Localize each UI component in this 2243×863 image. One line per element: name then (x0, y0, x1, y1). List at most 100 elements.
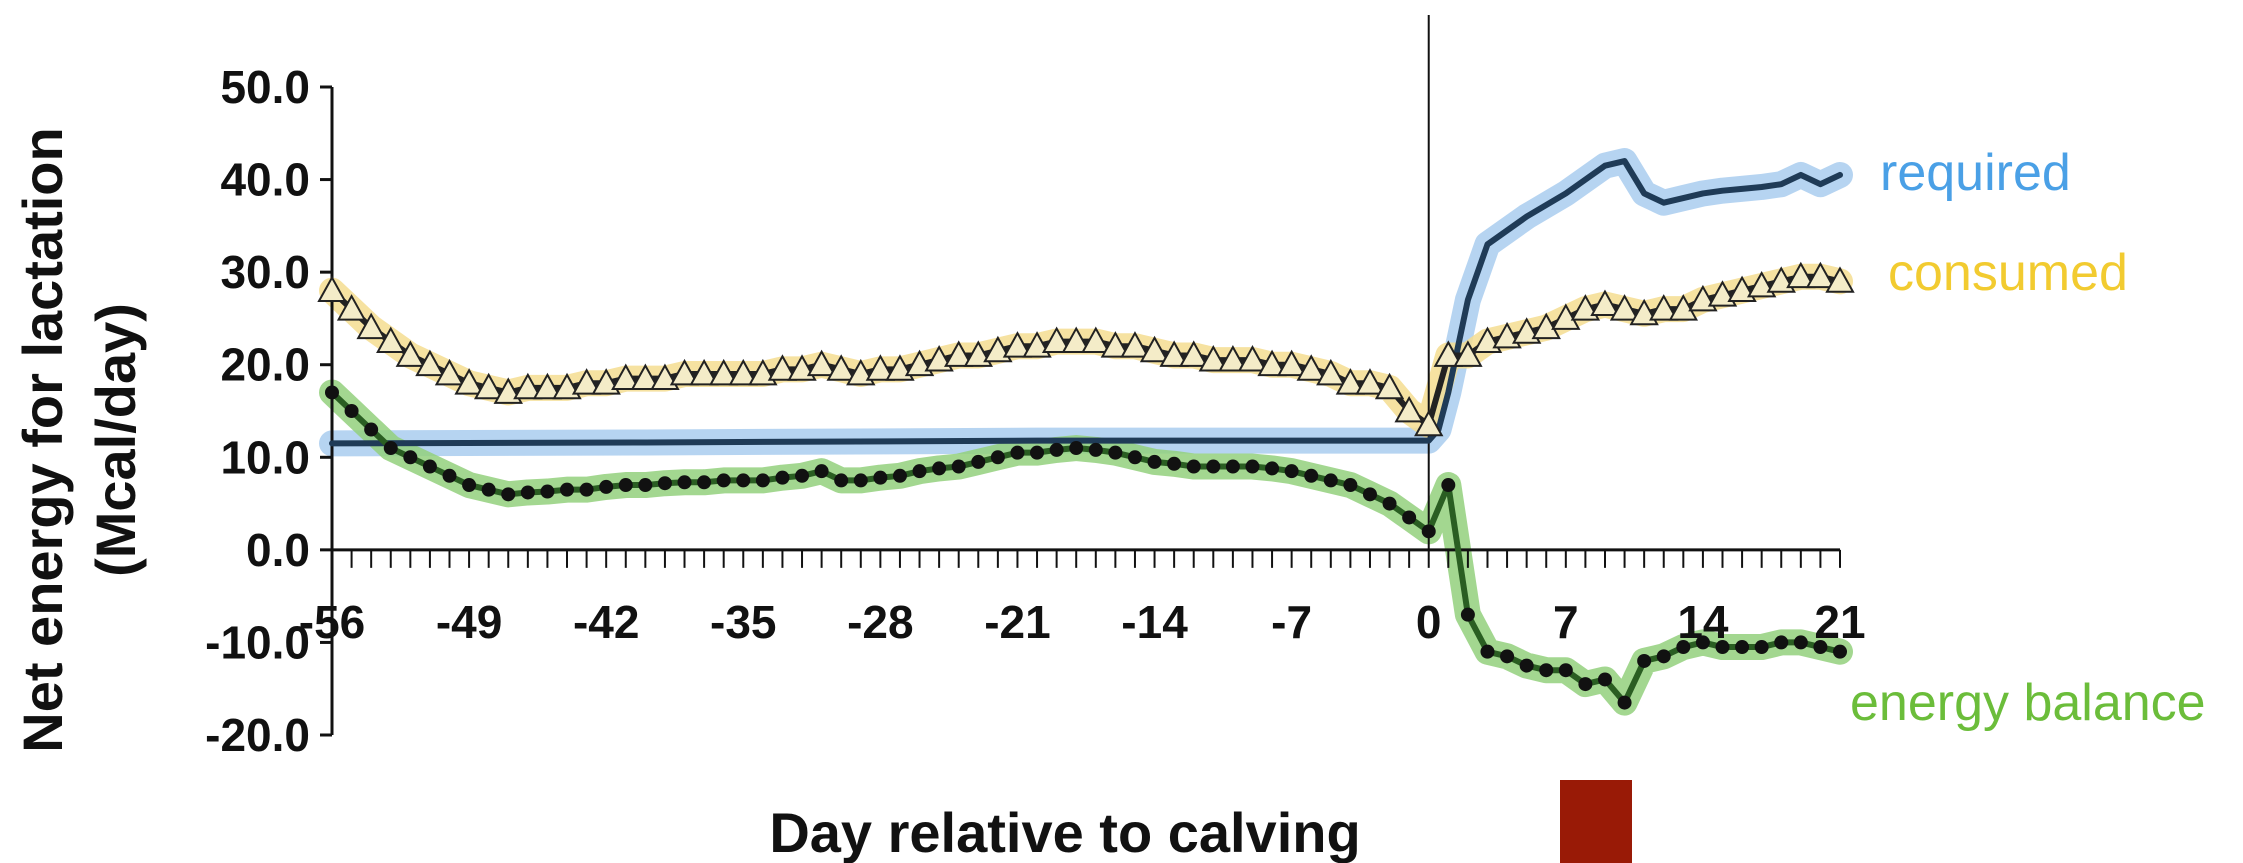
x-axis-title: Day relative to calving (769, 801, 1360, 863)
data-point (462, 478, 477, 493)
data-point (532, 372, 563, 400)
data-point (932, 461, 947, 476)
data-point (1590, 289, 1620, 316)
data-point (1695, 635, 1710, 650)
data-point (520, 485, 535, 500)
x-tick-label: 0 (1416, 596, 1442, 648)
data-point (1010, 445, 1025, 460)
data-point (618, 478, 633, 493)
data-point (1139, 335, 1170, 363)
confidence-bands (319, 148, 1853, 716)
data-point (1343, 478, 1358, 493)
y-tick-label: 40.0 (220, 154, 310, 206)
data-point (1402, 510, 1417, 525)
data-point (1159, 340, 1189, 367)
data-point (1421, 524, 1436, 539)
data-point (1218, 345, 1248, 372)
data-point (1061, 326, 1091, 353)
data-point (1069, 441, 1084, 456)
data-point (1002, 331, 1033, 358)
data-point (1735, 640, 1750, 655)
data-point (990, 450, 1005, 465)
series-label-consumed: consumed (1888, 244, 2128, 302)
series-label-required: required (1880, 144, 2071, 202)
data-point (344, 404, 359, 418)
data-point (1441, 478, 1456, 493)
data-point (403, 450, 418, 465)
y-tick-label: 30.0 (220, 246, 310, 298)
data-point (317, 275, 347, 303)
data-point (579, 482, 594, 497)
data-point (1668, 294, 1699, 321)
data-point (716, 473, 731, 488)
data-point (892, 468, 907, 483)
series-markers (317, 261, 1855, 710)
data-point (1198, 345, 1228, 372)
data-point (1609, 294, 1640, 321)
data-point (806, 349, 837, 377)
data-point (853, 473, 868, 488)
data-point (697, 475, 712, 490)
data-point (951, 459, 966, 474)
data-point (755, 473, 770, 488)
x-tick-label: -14 (1121, 596, 1188, 648)
y-tick-label: -20.0 (205, 709, 310, 761)
data-point (971, 454, 986, 469)
data-point (1049, 442, 1064, 457)
data-point (1108, 445, 1123, 460)
data-point (383, 441, 398, 456)
data-point (638, 478, 653, 493)
x-ticks: -56 -49 -42 -35 -28 -21 -14 -7 0 7 14 21 (299, 549, 1866, 648)
x-tick-label: -28 (847, 596, 913, 648)
data-point (1786, 261, 1816, 289)
data-point (1245, 459, 1260, 474)
data-point (1539, 663, 1554, 678)
red-marker-box (1560, 780, 1632, 863)
data-point (1323, 473, 1338, 488)
data-point (611, 363, 641, 390)
y-tick-label: 0.0 (246, 524, 310, 576)
data-point (1519, 658, 1534, 673)
data-point (454, 368, 484, 395)
data-point (1558, 663, 1573, 678)
y-axis-title-line1: Net energy for lactation (11, 127, 74, 752)
x-tick-label: -35 (710, 596, 776, 648)
data-point (395, 340, 426, 367)
data-point (1237, 345, 1268, 372)
data-point (1335, 368, 1366, 395)
data-point (1754, 640, 1769, 655)
data-point (1088, 442, 1103, 457)
data-point (1578, 677, 1593, 692)
data-point (376, 326, 406, 353)
data-point (1394, 395, 1424, 423)
x-tick-label: -21 (984, 596, 1050, 648)
data-point (736, 473, 751, 488)
series-label-energy-balance: energy balance (1850, 674, 2206, 732)
data-point (1304, 468, 1319, 483)
axes (330, 15, 1840, 735)
data-point (1480, 644, 1495, 659)
data-point (775, 470, 790, 485)
data-point (689, 358, 719, 386)
data-point (834, 473, 849, 488)
data-point (1296, 354, 1326, 381)
data-point (481, 482, 496, 497)
data-point (1316, 358, 1346, 386)
data-point (1805, 261, 1836, 289)
data-point (1276, 349, 1307, 377)
data-point (1715, 640, 1730, 655)
data-point (1656, 649, 1671, 664)
data-point (1382, 496, 1397, 511)
data-point (336, 294, 367, 321)
data-point (1265, 461, 1280, 476)
data-point (1676, 640, 1691, 655)
data-point (422, 459, 437, 474)
data-point (1813, 640, 1828, 655)
data-point (356, 312, 386, 340)
data-point (1225, 459, 1240, 474)
x-tick-label: 7 (1553, 596, 1579, 648)
data-point (1206, 459, 1221, 474)
data-point (415, 349, 445, 377)
x-tick-label: -49 (436, 596, 502, 648)
data-point (1531, 312, 1561, 340)
